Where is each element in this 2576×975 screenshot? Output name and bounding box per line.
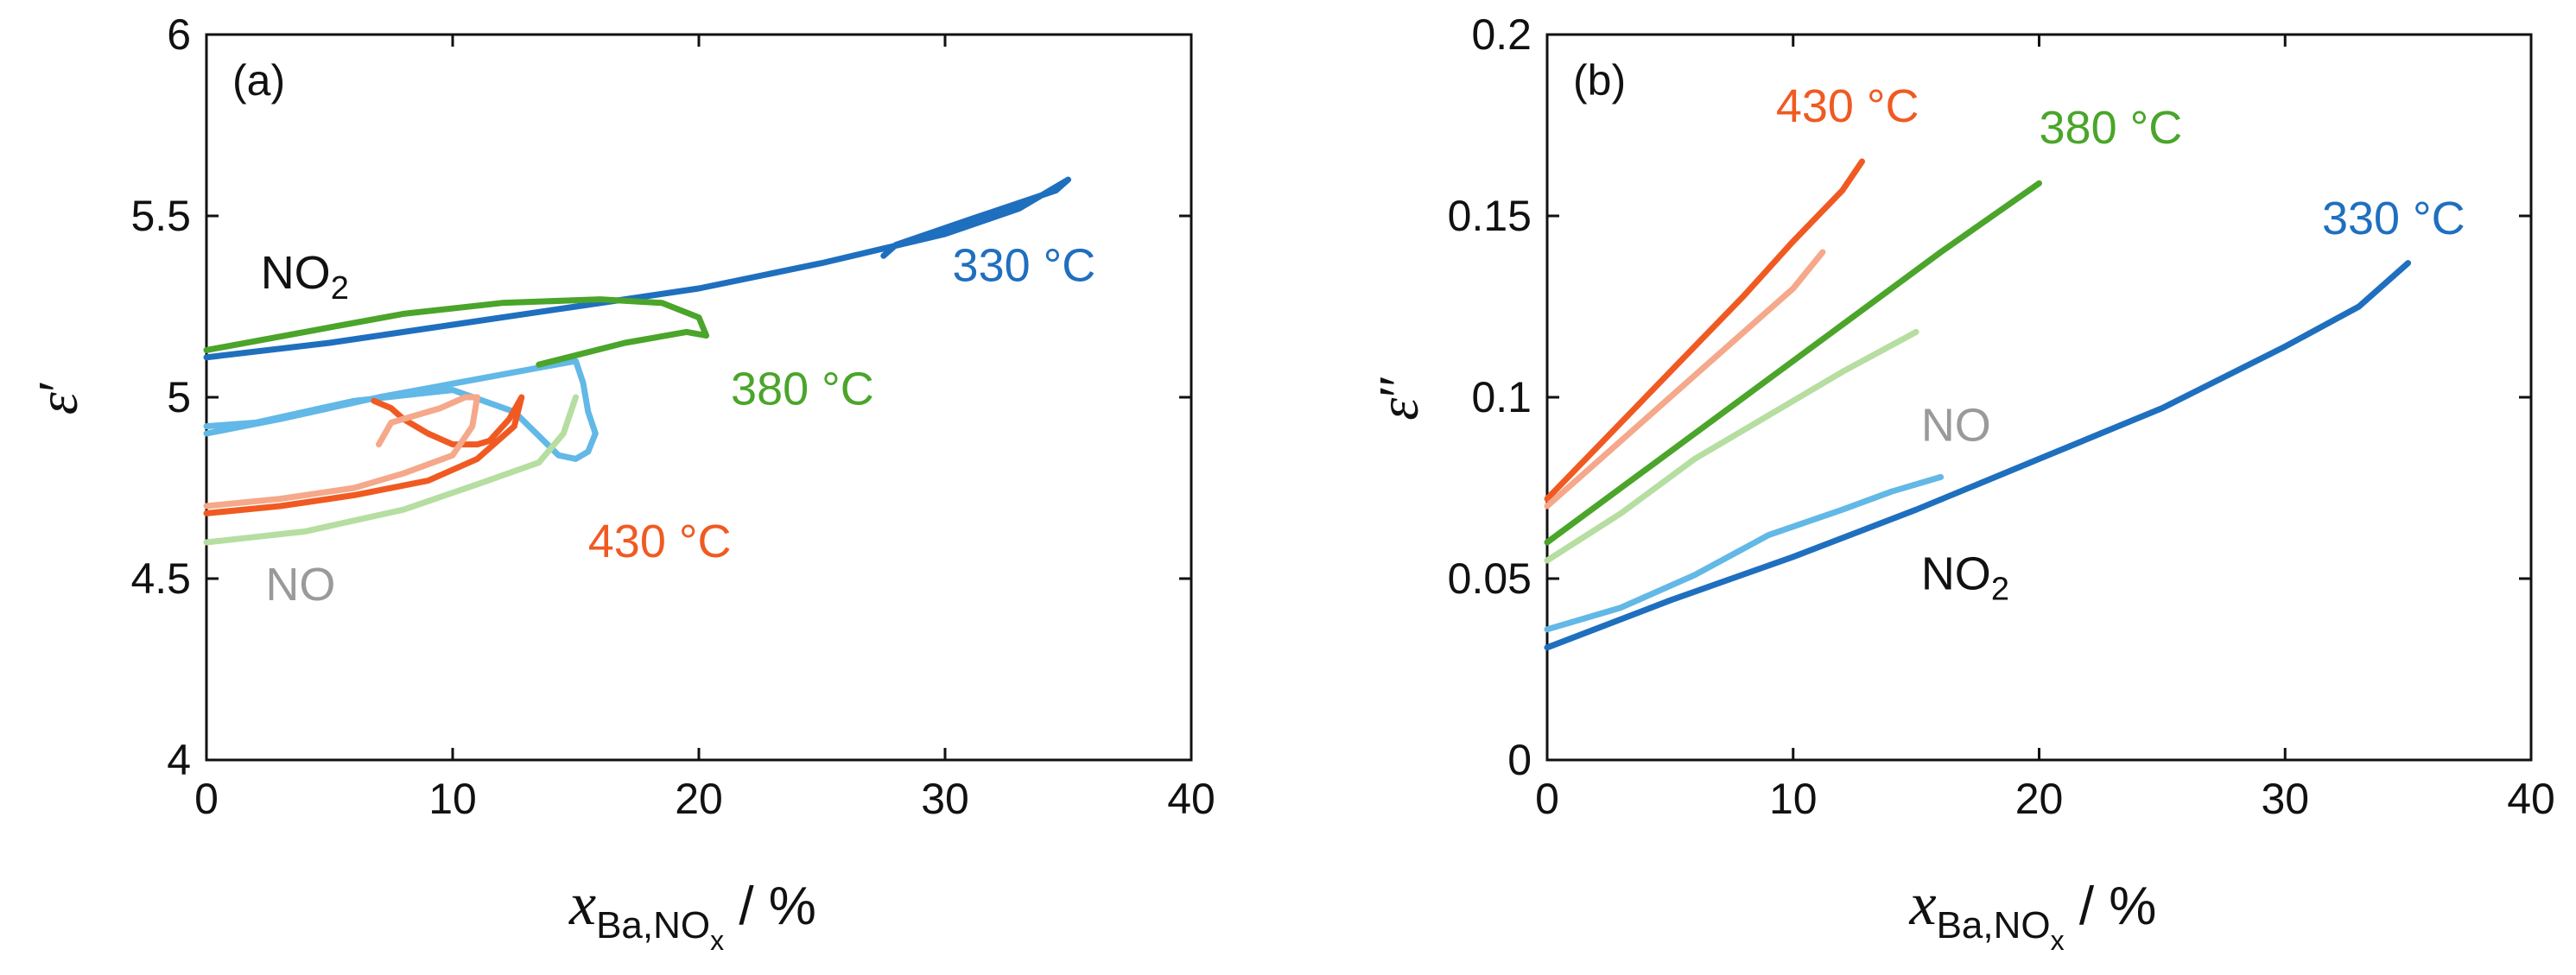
x-axis-label: xBa,NOx / % — [1909, 871, 2157, 956]
panel-label: (b) — [1573, 56, 1626, 104]
plot-frame — [205, 33, 1193, 762]
series-annotation: 330 °C — [2322, 193, 2465, 244]
y-tick-label: 5 — [167, 373, 191, 421]
series-annotation: 380 °C — [731, 363, 874, 415]
y-tick-label: 4.5 — [130, 554, 191, 603]
x-tick-label: 0 — [1535, 775, 1559, 823]
series-line-430-c-no2 — [1544, 158, 1865, 503]
series-line-430-c-no — [1544, 249, 1826, 510]
x-tick-label: 30 — [921, 775, 969, 823]
panel-b: 0 10 20 30 40 0 0.05 0.1 0.15 0.2 (b) 430 °C 380 °C 3… — [1367, 10, 2555, 956]
series-line-430-c-no2 — [203, 394, 525, 516]
x-tick-label: 10 — [428, 775, 477, 823]
series-annotation: 430 °C — [588, 516, 732, 567]
series-annotation: NO2 — [1921, 548, 2009, 608]
series-line-380-c-no — [1544, 328, 1919, 564]
x-axis-label: xBa,NOx / % — [568, 871, 816, 956]
series-annotation: NO — [1921, 399, 1991, 451]
series-annotation: 430 °C — [1776, 80, 1919, 132]
y-tick-label: 0.1 — [1471, 373, 1532, 421]
series-annotation: NO — [265, 559, 335, 611]
series-annotation: 330 °C — [953, 240, 1096, 292]
panel-a: 0 10 20 30 40 4 4.5 5 5.5 6 (a) 330 °C 380 °C 430 °C N… — [27, 10, 1215, 956]
series-line-380-c-no2 — [1544, 180, 2042, 546]
y-tick-label: 6 — [167, 10, 191, 59]
x-tick-label: 40 — [2507, 775, 2555, 823]
series-line-430-c-no — [203, 394, 480, 510]
x-tick-label: 0 — [194, 775, 219, 823]
series-annotation: 380 °C — [2040, 102, 2183, 154]
y-tick-label: 5.5 — [130, 192, 191, 240]
y-tick-label: 0 — [1507, 736, 1532, 784]
x-tick-label: 10 — [1769, 775, 1818, 823]
x-tick-label: 20 — [2015, 775, 2064, 823]
y-tick-label: 4 — [167, 736, 191, 784]
x-tick-label: 40 — [1167, 775, 1215, 823]
series-line-380-c-no — [203, 394, 579, 546]
series-line-380-c-no2 — [203, 296, 710, 368]
x-tick-label: 20 — [675, 775, 723, 823]
series-line-330-c-no — [1544, 473, 1945, 633]
y-axis-label: ε′ — [27, 380, 90, 415]
y-tick-label: 0.2 — [1471, 10, 1532, 59]
y-tick-label: 0.05 — [1448, 554, 1532, 603]
x-tick-label: 30 — [2261, 775, 2309, 823]
series-line-330-c-no2 — [203, 176, 1071, 361]
series-line-330-c-no2 — [1544, 260, 2412, 651]
panel-label: (a) — [232, 56, 285, 104]
y-axis-label: ε″ — [1367, 374, 1431, 421]
series-line-330-c-no — [203, 358, 599, 462]
series-annotation: NO2 — [261, 247, 349, 307]
y-tick-label: 0.15 — [1448, 192, 1532, 240]
